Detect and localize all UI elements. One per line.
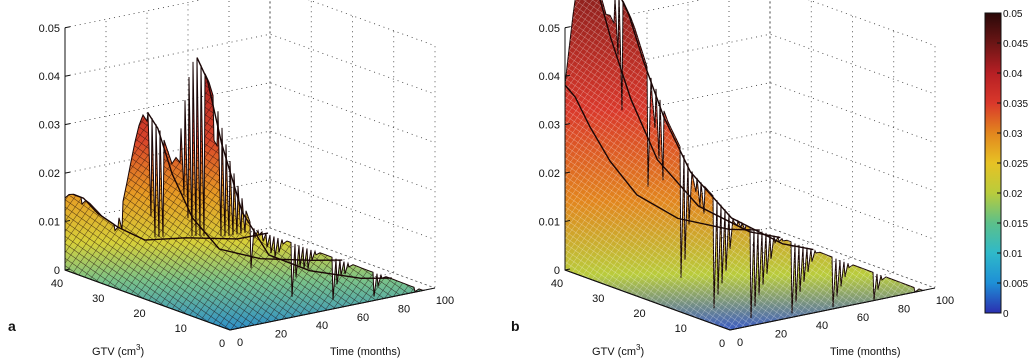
z-tick-label: 0 bbox=[54, 265, 60, 277]
z-tick-mark bbox=[564, 123, 571, 126]
gtv-tick-label: 40 bbox=[551, 278, 563, 290]
panel-a-time-label: Time (months) bbox=[330, 346, 401, 358]
z-tick-mark bbox=[64, 171, 71, 174]
time-tick-label: 40 bbox=[816, 320, 828, 332]
time-axis-line bbox=[229, 287, 436, 331]
surface-mesh bbox=[65, 57, 425, 330]
z-tick-label: 0.02 bbox=[539, 168, 560, 180]
back-grid-line bbox=[64, 130, 436, 192]
panel-a-gtv-label: GTV (cm3) bbox=[92, 343, 144, 358]
gtv-grid-line bbox=[729, 45, 936, 331]
z-tick-label: 0.04 bbox=[539, 71, 560, 83]
gtv-grid-line bbox=[606, 0, 812, 286]
gtv-grid-line bbox=[647, 15, 853, 301]
z-tick-mark bbox=[564, 171, 571, 174]
z-tick-mark bbox=[564, 74, 571, 77]
colorbar-tick-label: 0.01 bbox=[1003, 249, 1023, 260]
z-tick-mark bbox=[564, 26, 571, 29]
time-tick-label: 100 bbox=[436, 295, 454, 307]
z-tick-label: 0.03 bbox=[539, 120, 560, 132]
gtv-grid-line bbox=[564, 0, 771, 271]
colorbar-tick-label: 0.025 bbox=[1003, 159, 1028, 170]
colorbar-tick-label: 0.02 bbox=[1003, 189, 1023, 200]
gtv-grid-line bbox=[688, 30, 895, 316]
z-tick-label: 0.05 bbox=[539, 23, 560, 35]
gtv-tick-label: 10 bbox=[675, 323, 687, 335]
gtv-axis-line bbox=[564, 269, 731, 331]
gtv-tick-label: 30 bbox=[592, 293, 604, 305]
time-tick-label: 60 bbox=[357, 312, 369, 324]
colorbar: 0.05 0.045 0.04 0.035 0.03 0.025 0.02 0.015 0.01… bbox=[984, 9, 1028, 320]
z-tick-mark bbox=[564, 268, 571, 271]
panel-b-letter: b bbox=[511, 318, 520, 334]
colorbar-tick-label: 0.05 bbox=[1003, 9, 1023, 20]
time-tick-label: 40 bbox=[316, 320, 328, 332]
surface-ridge-line bbox=[196, 57, 392, 280]
z-tick-label: 0 bbox=[554, 265, 560, 277]
z-tick-mark bbox=[64, 26, 71, 29]
z-tick-mark bbox=[64, 74, 71, 77]
z-tick-label: 0.02 bbox=[39, 168, 60, 180]
colorbar-tick-label: 0.015 bbox=[1003, 219, 1028, 230]
z-tick-label: 0.03 bbox=[39, 120, 60, 132]
gtv-tick-label: 0 bbox=[219, 338, 225, 350]
gtv-tick-label: 10 bbox=[175, 323, 187, 335]
time-axis-line bbox=[729, 287, 936, 331]
gtv-grid-line bbox=[188, 30, 395, 316]
surface-mesh bbox=[565, 0, 925, 330]
panel-b-time-label: Time (months) bbox=[830, 346, 901, 358]
z-tick-mark bbox=[64, 268, 71, 271]
time-tick-label: 80 bbox=[898, 303, 910, 315]
time-tick-label: 60 bbox=[857, 312, 869, 324]
gtv-grid-line bbox=[106, 0, 312, 286]
colorbar-tick-label: 0.005 bbox=[1003, 279, 1028, 290]
time-tick-label: 20 bbox=[775, 329, 787, 341]
surface-ridge-line bbox=[146, 111, 343, 262]
z-tick-label: 0.01 bbox=[539, 217, 560, 229]
z-tick-mark bbox=[564, 220, 571, 223]
gtv-tick-label: 0 bbox=[719, 338, 725, 350]
z-tick-mark bbox=[64, 123, 71, 126]
surface-ridge-line bbox=[599, 0, 781, 239]
gtv-grid-line bbox=[147, 15, 353, 301]
gtv-tick-label: 40 bbox=[51, 278, 63, 290]
gtv-grid-line bbox=[229, 45, 436, 331]
surface-ridge-line bbox=[621, 0, 814, 251]
z-tick-mark bbox=[64, 220, 71, 223]
time-tick-label: 100 bbox=[936, 295, 954, 307]
surface-ridge-line bbox=[564, 84, 760, 231]
gtv-axis-line bbox=[64, 269, 231, 331]
time-tick-label: 80 bbox=[398, 303, 410, 315]
surface-ridge-line bbox=[73, 193, 269, 241]
back-grid-line bbox=[64, 0, 436, 47]
gtv-tick-label: 20 bbox=[633, 308, 645, 320]
gtv-grid-line bbox=[64, 0, 271, 271]
time-tick-label: 0 bbox=[737, 337, 743, 349]
colorbar-tick-label: 0 bbox=[1003, 309, 1009, 320]
time-tick-label: 20 bbox=[275, 329, 287, 341]
z-tick-label: 0.05 bbox=[39, 23, 60, 35]
colorbar-tick-label: 0.045 bbox=[1003, 39, 1028, 50]
z-tick-label: 0.04 bbox=[39, 71, 60, 83]
panel-b-gtv-label: GTV (cm3) bbox=[592, 343, 644, 358]
colorbar-tick-label: 0.035 bbox=[1003, 99, 1028, 110]
z-tick-label: 0.01 bbox=[39, 217, 60, 229]
time-tick-label: 0 bbox=[237, 337, 243, 349]
back-grid-line bbox=[64, 82, 436, 144]
colorbar-tick-label: 0.04 bbox=[1003, 69, 1023, 80]
colorbar-tick-label: 0.03 bbox=[1003, 129, 1023, 140]
gtv-tick-label: 20 bbox=[133, 308, 145, 320]
panel-a-letter: a bbox=[8, 318, 16, 334]
gtv-tick-label: 30 bbox=[92, 293, 104, 305]
back-grid-line bbox=[64, 33, 436, 95]
